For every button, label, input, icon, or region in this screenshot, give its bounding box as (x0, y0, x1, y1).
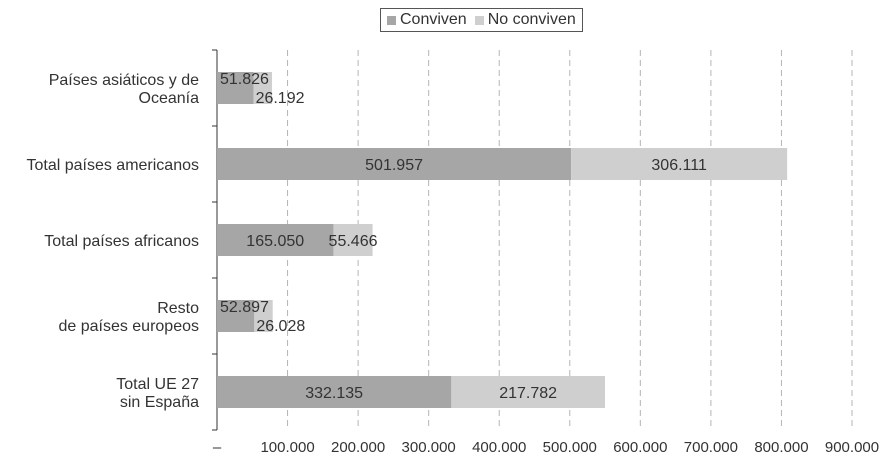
category-label: Total países americanos (26, 157, 199, 174)
legend-label-conviven: Conviven (400, 11, 467, 28)
x-tick-label: 600.000 (613, 439, 667, 456)
data-label-no-conviven: 26.192 (256, 90, 305, 107)
legend-swatch-no-conviven (474, 15, 484, 25)
bar-conviven (217, 300, 255, 332)
data-label-conviven: 165.050 (246, 233, 304, 250)
x-tick-label: 200.000 (331, 439, 385, 456)
data-label-no-conviven: 55.466 (329, 233, 378, 250)
x-tick-label: 800.000 (754, 439, 808, 456)
category-label: Resto de países europeos (58, 300, 199, 335)
x-tick-label: 700.000 (684, 439, 738, 456)
category-label: Total países africanos (44, 233, 199, 250)
data-label-no-conviven: 217.782 (499, 385, 557, 402)
legend-label-no-conviven: No conviven (487, 11, 576, 28)
data-label-conviven: 501.957 (365, 157, 423, 174)
legend-item-conviven: Conviven (387, 11, 467, 29)
bar-no-conviven (571, 148, 788, 180)
data-label-conviven: 52.897 (220, 299, 269, 316)
data-label-no-conviven: 306.111 (651, 157, 707, 174)
data-label-conviven: 51.826 (220, 71, 269, 88)
x-tick-label: 500.000 (543, 439, 597, 456)
category-label: Países asiáticos y de Oceanía (49, 72, 199, 107)
bar-no-conviven (451, 376, 605, 408)
x-tick-label: – (213, 439, 222, 456)
bar-conviven (217, 148, 572, 180)
bar-no-conviven (254, 300, 273, 332)
bar-no-conviven (253, 72, 273, 104)
legend-item-no-conviven: No conviven (474, 11, 576, 29)
x-tick-label: 300.000 (402, 439, 456, 456)
x-tick-label: 900.000 (825, 439, 879, 456)
bar-conviven (217, 72, 254, 104)
data-label-no-conviven: 26.028 (256, 318, 305, 335)
x-tick-label: 100.000 (260, 439, 314, 456)
category-label: Total UE 27 sin España (116, 376, 199, 411)
legend-swatch-conviven (387, 15, 396, 25)
chart-legend: Conviven No conviven (380, 8, 583, 32)
data-label-conviven: 332.135 (305, 385, 363, 402)
bar-conviven (217, 224, 334, 256)
bar-conviven (217, 376, 452, 408)
x-tick-label: 400.000 (472, 439, 526, 456)
bar-no-conviven (333, 224, 373, 256)
